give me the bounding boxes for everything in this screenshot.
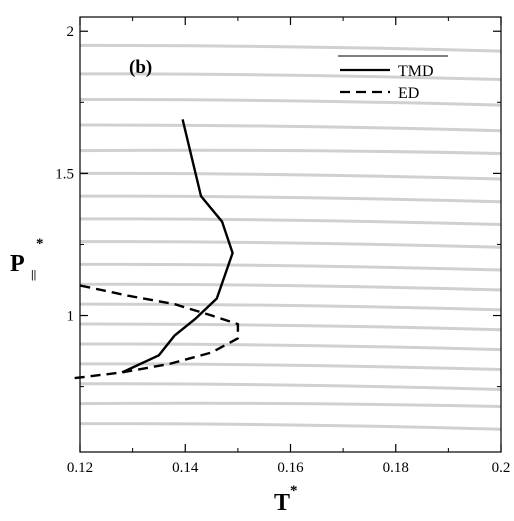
isobar-line-14 <box>79 123 502 133</box>
isobar-line-7 <box>79 282 502 292</box>
isobar-line-2 <box>79 382 502 391</box>
series-layer <box>74 119 240 380</box>
isobar-line-0 <box>79 422 502 431</box>
background-isobars <box>79 43 502 431</box>
isobar-line-13 <box>79 148 502 155</box>
isobar-line-11 <box>79 194 502 204</box>
y-axis-label-sub: || <box>31 267 36 281</box>
x-axis-label-text: T <box>274 490 290 516</box>
series-line-ed <box>74 283 240 380</box>
isobar-line-3 <box>79 362 502 372</box>
x-tick-label-1: 0.14 <box>172 460 199 476</box>
x-tick-label-3: 0.18 <box>383 460 409 476</box>
x-tick-label-0: 0.12 <box>67 460 93 476</box>
y-axis-label-sup: * <box>36 236 44 252</box>
legend: TMD ED <box>338 55 448 102</box>
x-axis-label: T * <box>274 483 298 516</box>
y-axis-label: P || * <box>10 236 44 281</box>
isobar-line-6 <box>79 302 502 312</box>
legend-label-ed: ED <box>398 85 419 102</box>
isobar-line-12 <box>79 171 502 181</box>
isobar-line-8 <box>79 262 502 272</box>
y-tick-label-2: 2 <box>67 24 75 40</box>
x-tick-label-4: 0.2 <box>492 460 511 476</box>
isobar-line-4 <box>79 342 502 352</box>
panel-label: (b) <box>129 57 152 78</box>
x-axis-label-sup: * <box>290 483 298 499</box>
y-tick-label-1: 1.5 <box>55 166 74 182</box>
isobar-line-9 <box>79 240 502 249</box>
y-tick-label-0: 1 <box>67 309 75 325</box>
isobar-line-16 <box>79 72 502 82</box>
legend-label-tmd: TMD <box>398 63 434 80</box>
isobar-line-10 <box>79 217 502 227</box>
axis-ticks: 0.12 0.14 0.16 0.18 0.2 1 1.5 2 <box>55 17 510 476</box>
isobar-line-15 <box>79 97 502 107</box>
series-line-tmd <box>121 119 234 374</box>
isobar-line-17 <box>79 43 502 53</box>
y-axis-label-text: P <box>10 251 25 277</box>
x-tick-label-2: 0.16 <box>277 460 304 476</box>
isobar-line-5 <box>79 322 502 332</box>
isobar-line-1 <box>79 401 502 409</box>
